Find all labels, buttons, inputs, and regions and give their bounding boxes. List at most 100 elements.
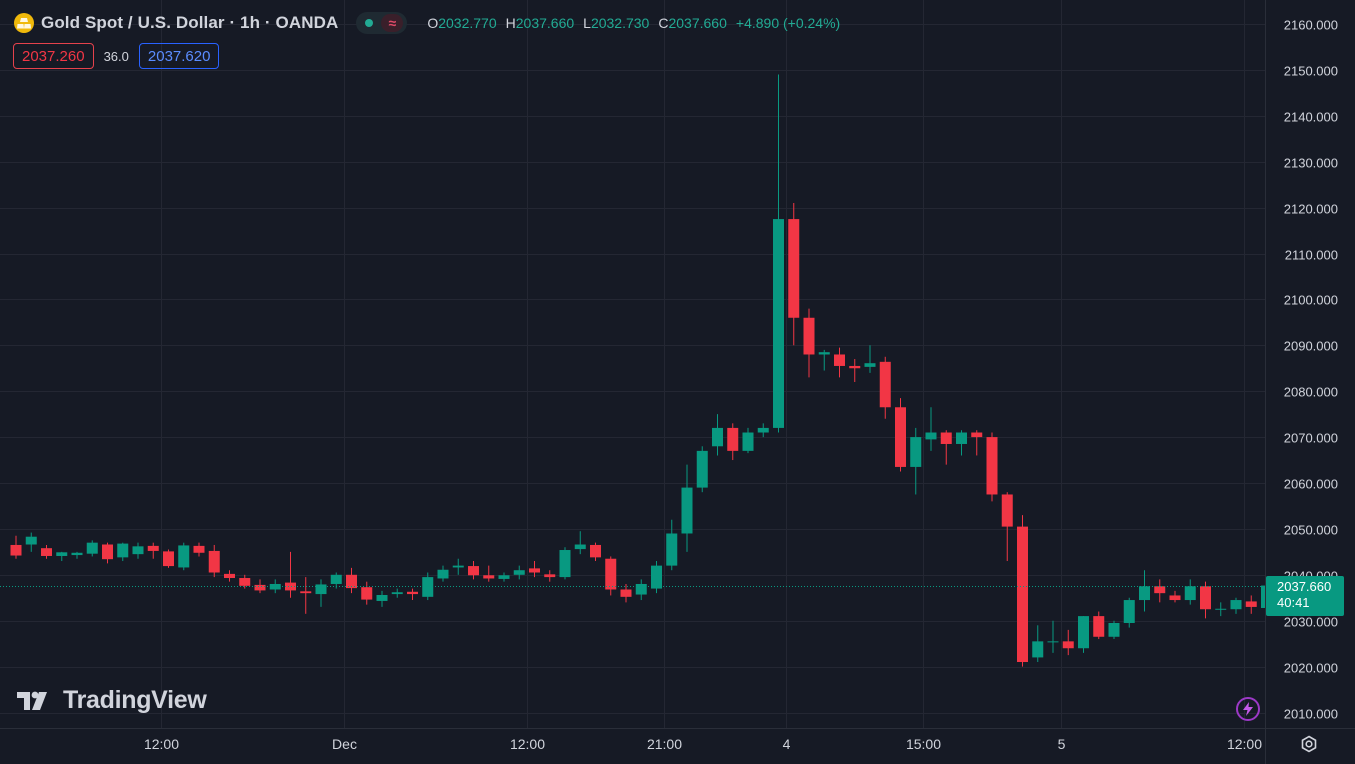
candle-body — [879, 361, 891, 408]
candle-body — [1139, 586, 1150, 601]
candle-up — [757, 423, 769, 438]
candle-down — [727, 423, 739, 461]
candle-down — [1245, 595, 1257, 614]
candle-body — [102, 544, 113, 560]
x-tick-label: 4 — [783, 736, 791, 752]
candle-down — [254, 579, 266, 594]
candle-body — [605, 558, 617, 590]
y-tick-label: 2120.000 — [1284, 202, 1338, 217]
candle-body — [300, 591, 312, 594]
candle-body — [1123, 600, 1135, 623]
candle-down — [239, 574, 251, 589]
candle-up — [498, 572, 510, 582]
candle-up — [712, 414, 723, 456]
candle-body — [803, 317, 815, 355]
candle-body — [544, 574, 556, 578]
y-tick-label: 2010.000 — [1284, 707, 1338, 722]
candle-down — [193, 542, 205, 557]
market-open-dot-icon — [365, 19, 374, 27]
candle-body — [1245, 601, 1257, 607]
open-label: O — [427, 15, 439, 31]
candle-up — [1123, 597, 1135, 628]
candle-body — [834, 354, 845, 366]
candle-down — [986, 432, 998, 502]
candle-up — [132, 542, 144, 559]
symbol-title[interactable]: Gold Spot / U.S. Dollar · 1h · OANDA — [41, 13, 339, 32]
candle-body — [559, 550, 571, 578]
candle-body — [193, 545, 205, 553]
candle-body — [163, 551, 174, 567]
candle-body — [1184, 586, 1196, 601]
candle-up — [956, 430, 967, 456]
y-tick-label: 2140.000 — [1284, 110, 1338, 125]
close-label: C — [658, 15, 669, 31]
lightning-bolt-icon[interactable] — [1236, 697, 1260, 721]
candle-down — [544, 570, 556, 582]
buy-price-button[interactable]: 2037.620 — [138, 43, 220, 69]
candle-up — [56, 551, 68, 562]
candle-down — [620, 583, 632, 603]
candle-body — [132, 546, 144, 555]
spread-value: 36.0 — [103, 48, 129, 64]
candle-down — [788, 203, 800, 346]
market-status[interactable]: ≈ — [356, 12, 408, 34]
candle-body — [483, 575, 495, 579]
candle-body — [696, 450, 708, 488]
gold-bars-icon[interactable] — [14, 13, 34, 33]
sell-price-button[interactable]: 2037.260 — [13, 43, 94, 69]
candle-up — [452, 558, 464, 575]
candle-down — [483, 565, 495, 582]
candle-up — [513, 565, 525, 580]
candle-up — [574, 531, 586, 555]
gear-icon[interactable] — [1299, 734, 1319, 754]
y-tick-label: 2100.000 — [1284, 293, 1338, 308]
candle-down — [1017, 515, 1028, 667]
x-tick-label: 12:00 — [144, 736, 179, 752]
candle-down — [895, 398, 906, 472]
candle-body — [940, 432, 952, 444]
candle-up — [635, 579, 647, 601]
candle-down — [1200, 581, 1211, 619]
candle-body — [10, 544, 22, 556]
candle-body — [208, 550, 220, 573]
candle-body — [468, 566, 479, 576]
low-value: 2032.730 — [590, 15, 650, 31]
bar-countdown: 40:41 — [1277, 595, 1310, 610]
candle-body — [269, 583, 281, 590]
candle-body — [681, 487, 693, 534]
candle-body — [773, 219, 784, 428]
candle-up — [1078, 616, 1089, 653]
candle-up — [1184, 579, 1196, 605]
y-tick-label: 2130.000 — [1284, 156, 1338, 171]
candle-body — [41, 548, 52, 556]
candle-up — [71, 551, 83, 559]
x-tick-label: 12:00 — [510, 736, 545, 752]
candle-up — [315, 579, 327, 607]
candle-up — [330, 572, 342, 589]
x-tick-label: 5 — [1058, 736, 1066, 752]
tradingview-logo[interactable]: TradingView — [17, 686, 207, 715]
candle-up — [1139, 570, 1150, 612]
candle-body — [1047, 641, 1059, 643]
candle-body — [498, 575, 510, 579]
candle-up — [25, 532, 37, 552]
candle-body — [727, 427, 739, 451]
last-price-label: 2037.660 40:41 — [1266, 576, 1344, 616]
candle-down — [849, 359, 861, 383]
candle-body — [1001, 494, 1013, 527]
y-tick-label: 2030.000 — [1284, 615, 1338, 630]
candle-down — [163, 549, 174, 568]
candle-down — [590, 542, 601, 562]
candle-down — [468, 561, 479, 580]
candle-body — [757, 427, 769, 433]
candle-down — [605, 556, 617, 596]
candle-body — [590, 544, 601, 558]
candle-up — [864, 345, 876, 373]
symbol-legend: Gold Spot / U.S. Dollar · 1h · OANDA ≈ O… — [14, 12, 840, 34]
candle-body — [651, 565, 662, 589]
candle-body — [574, 544, 586, 550]
candle-body — [224, 573, 235, 579]
candle-down — [346, 567, 357, 594]
candle-body — [422, 577, 434, 597]
